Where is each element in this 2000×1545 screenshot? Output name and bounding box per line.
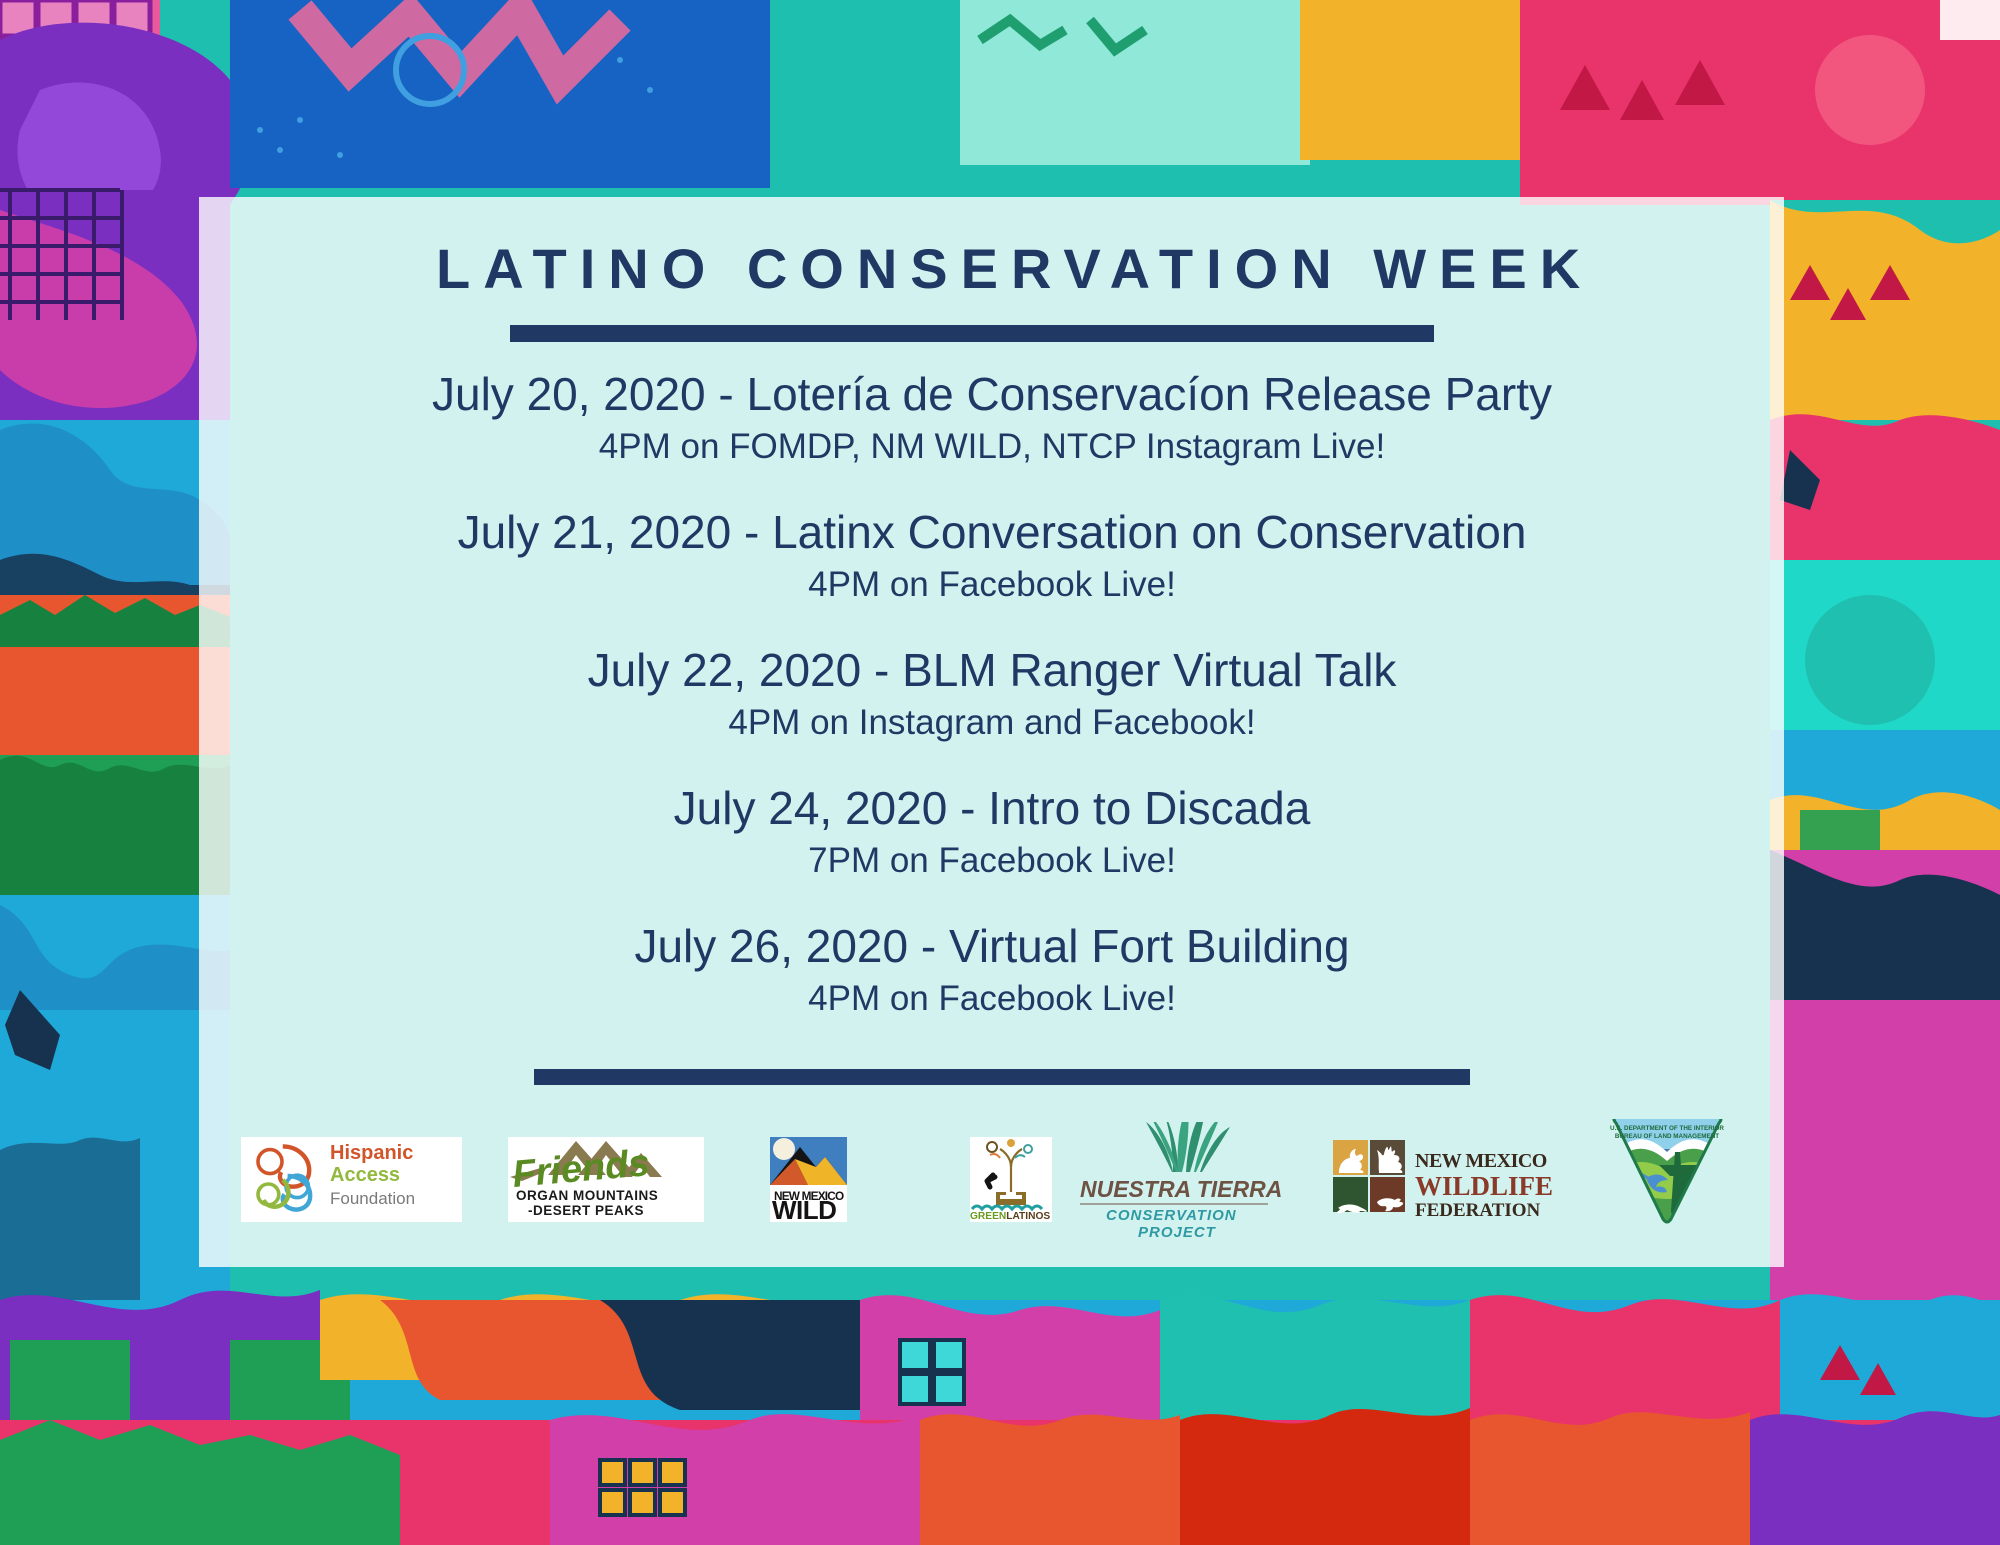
svg-text:FEDERATION: FEDERATION	[1415, 1200, 1541, 1221]
svg-text:U.S. DEPARTMENT OF THE INTERIO: U.S. DEPARTMENT OF THE INTERIOR	[1610, 1125, 1724, 1132]
svg-text:PROJECT: PROJECT	[1138, 1224, 1217, 1241]
svg-text:NEW MEXICO: NEW MEXICO	[1415, 1150, 1547, 1172]
svg-text:BUREAU OF LAND MANAGEMENT: BUREAU OF LAND MANAGEMENT	[1615, 1133, 1719, 1140]
svg-text:ORGAN MOUNTAINS: ORGAN MOUNTAINS	[516, 1188, 658, 1203]
svg-text:GREENLATINOS: GREENLATINOS	[970, 1211, 1050, 1222]
svg-text:-DESERT PEAKS: -DESERT PEAKS	[528, 1203, 644, 1218]
svg-text:WILDLIFE: WILDLIFE	[1415, 1171, 1553, 1201]
svg-text:WILD: WILD	[772, 1195, 836, 1222]
svg-text:CONSERVATION: CONSERVATION	[1106, 1207, 1237, 1224]
svg-text:NUESTRA TIERRA: NUESTRA TIERRA	[1080, 1176, 1282, 1202]
